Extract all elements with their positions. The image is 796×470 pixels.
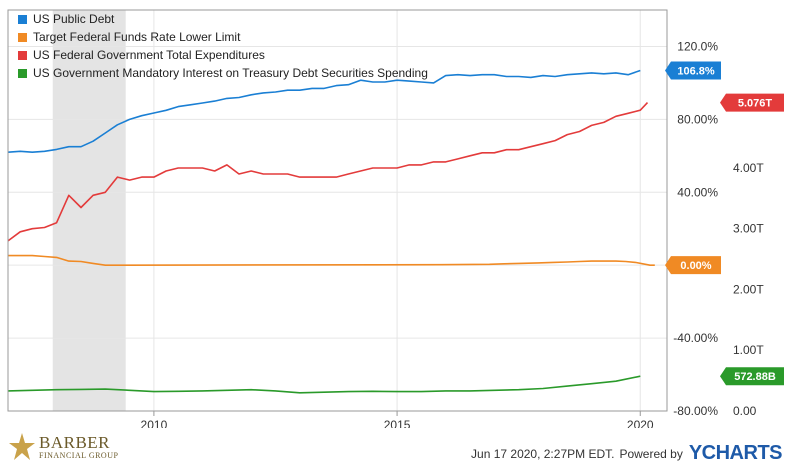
right-axis-tick-label: 2.00T bbox=[733, 282, 764, 296]
legend-item-interest-spending[interactable]: US Government Mandatory Interest on Trea… bbox=[18, 64, 428, 82]
legend-swatch bbox=[18, 68, 27, 78]
legend-label: Target Federal Funds Rate Lower Limit bbox=[33, 30, 241, 44]
x-axis-tick-label: 2010 bbox=[141, 418, 168, 428]
x-axis-tick-label: 2015 bbox=[384, 418, 411, 428]
legend-label: US Public Debt bbox=[33, 12, 115, 26]
legend-label: US Government Mandatory Interest on Trea… bbox=[33, 66, 428, 80]
right-axis-tick-label: 0.00 bbox=[733, 404, 757, 418]
chart-legend: US Public Debt Target Federal Funds Rate… bbox=[18, 10, 428, 82]
end-label-text: 572.88B bbox=[734, 371, 776, 383]
legend-swatch bbox=[18, 50, 27, 60]
logo-main-text: BARBER bbox=[39, 433, 111, 452]
barber-logo-icon bbox=[9, 433, 35, 460]
powered-by: Powered by bbox=[619, 446, 683, 461]
left-axis-tick-label: 40.00% bbox=[677, 185, 718, 199]
end-label-badge bbox=[665, 61, 721, 80]
legend-swatch bbox=[18, 14, 27, 24]
end-label-badge bbox=[720, 93, 784, 112]
end-label-fed-funds: 0.00% bbox=[665, 256, 721, 275]
legend-label: US Federal Government Total Expenditures bbox=[33, 48, 265, 62]
series-line-fed-funds bbox=[8, 254, 655, 267]
right-axis-tick-label: 1.00T bbox=[733, 343, 764, 357]
ycharts-logo[interactable]: YCHARTS bbox=[688, 442, 783, 464]
footer-credit: Jun 17 2020, 2:27PM EDT. Powered by YCHA… bbox=[471, 442, 782, 465]
timestamp: Jun 17 2020, 2:27PM EDT. bbox=[471, 446, 615, 461]
end-label-text: 106.8% bbox=[677, 66, 715, 78]
end-label-badge bbox=[720, 367, 784, 386]
plot-frame bbox=[7, 9, 668, 412]
right-axis-tick-label: 3.00T bbox=[733, 222, 764, 236]
left-axis-tick-label: 120.0% bbox=[677, 39, 718, 53]
barber-logo: BARBER FINANCIAL GROUP bbox=[8, 432, 118, 462]
series-line-interest-spending bbox=[7, 375, 641, 394]
series-line-expenditures bbox=[7, 102, 649, 242]
legend-item-public-debt[interactable]: US Public Debt bbox=[18, 10, 428, 28]
end-label-text: 0.00% bbox=[680, 260, 711, 272]
logo-sub-text: FINANCIAL GROUP bbox=[39, 451, 119, 460]
end-label-badge bbox=[665, 256, 721, 275]
recession-shading bbox=[52, 10, 126, 411]
end-label-interest-spending: 572.88B bbox=[720, 367, 784, 386]
right-axis-tick-label: 4.00T bbox=[733, 161, 764, 175]
legend-item-fed-funds[interactable]: Target Federal Funds Rate Lower Limit bbox=[18, 28, 428, 46]
end-label-public-debt: 106.8% bbox=[665, 61, 721, 80]
legend-swatch bbox=[18, 32, 27, 42]
chart-svg: 120.0% 80.00% 40.00% 0.00% -40.00% -80.00% 4.0… bbox=[7, 9, 784, 428]
series-line-public-debt bbox=[7, 69, 641, 153]
footer: BARBER FINANCIAL GROUP Jun 17 2020, 2:27… bbox=[0, 428, 796, 470]
left-axis-tick-label: -40.00% bbox=[673, 331, 718, 345]
end-label-expenditures: 5.076T bbox=[720, 93, 784, 112]
x-axis-tick-label: 2020 bbox=[627, 418, 654, 428]
left-axis-tick-label: -80.00% bbox=[673, 404, 718, 418]
end-label-text: 5.076T bbox=[738, 98, 773, 110]
legend-item-expenditures[interactable]: US Federal Government Total Expenditures bbox=[18, 46, 428, 64]
left-axis-tick-label: 80.00% bbox=[677, 112, 718, 126]
